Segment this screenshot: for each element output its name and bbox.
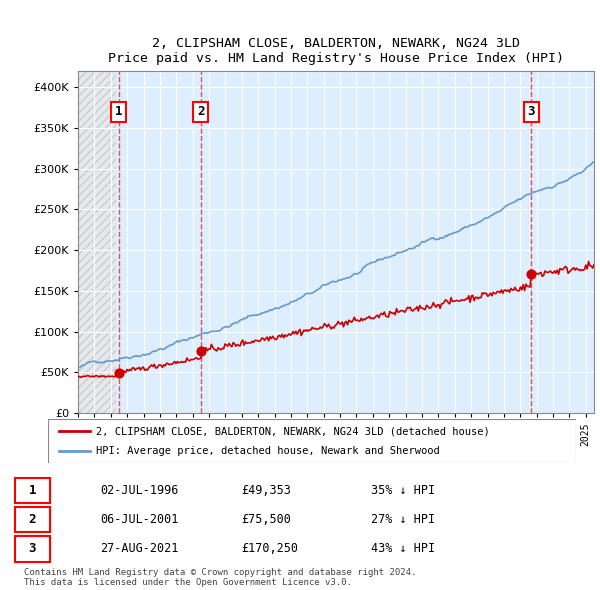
Text: 3: 3 (29, 542, 36, 555)
Point (114, 368, 124, 378)
Point (526, 270, 536, 279)
Text: £170,250: £170,250 (241, 542, 298, 555)
FancyBboxPatch shape (15, 478, 50, 503)
Text: £49,353: £49,353 (241, 484, 291, 497)
Text: 27% ↓ HPI: 27% ↓ HPI (371, 513, 434, 526)
FancyBboxPatch shape (15, 536, 50, 562)
Text: 1: 1 (115, 106, 123, 119)
Text: 27-AUG-2021: 27-AUG-2021 (100, 542, 178, 555)
Text: HPI: Average price, detached house, Newark and Sherwood: HPI: Average price, detached house, Newa… (95, 446, 439, 455)
Text: 02-JUL-1996: 02-JUL-1996 (100, 484, 178, 497)
Text: 3: 3 (527, 106, 535, 119)
FancyBboxPatch shape (48, 419, 576, 463)
Title: 2, CLIPSHAM CLOSE, BALDERTON, NEWARK, NG24 3LD
Price paid vs. HM Land Registry's: 2, CLIPSHAM CLOSE, BALDERTON, NEWARK, NG… (108, 38, 564, 65)
FancyBboxPatch shape (15, 507, 50, 532)
Text: 1: 1 (29, 484, 36, 497)
Text: 35% ↓ HPI: 35% ↓ HPI (371, 484, 434, 497)
Text: 2: 2 (29, 513, 36, 526)
Text: 43% ↓ HPI: 43% ↓ HPI (371, 542, 434, 555)
Text: 2: 2 (197, 106, 205, 119)
Bar (78, 71, 116, 413)
Text: 2, CLIPSHAM CLOSE, BALDERTON, NEWARK, NG24 3LD (detached house): 2, CLIPSHAM CLOSE, BALDERTON, NEWARK, NG… (95, 427, 489, 436)
Text: 06-JUL-2001: 06-JUL-2001 (100, 513, 178, 526)
Text: £75,500: £75,500 (241, 513, 291, 526)
Text: Contains HM Land Registry data © Crown copyright and database right 2024.
This d: Contains HM Land Registry data © Crown c… (24, 568, 416, 587)
Point (196, 347, 206, 356)
